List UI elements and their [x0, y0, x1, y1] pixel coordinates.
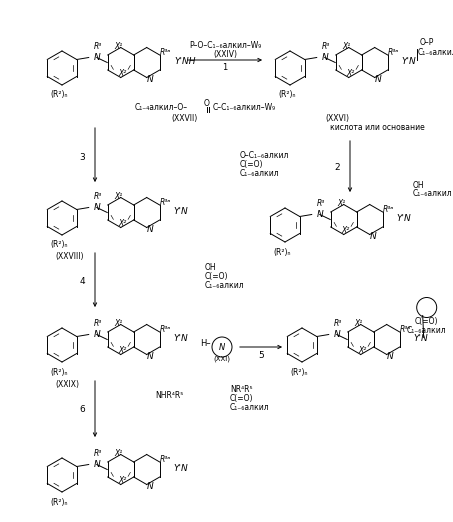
Text: 2: 2	[334, 162, 340, 172]
Text: (R²)ₙ: (R²)ₙ	[290, 367, 308, 376]
Text: Y'N: Y'N	[173, 334, 188, 343]
Text: Y'N: Y'N	[414, 334, 429, 343]
Text: N: N	[334, 330, 341, 339]
Text: N: N	[386, 352, 393, 361]
Text: R³: R³	[322, 42, 330, 51]
Text: R³ᵃ: R³ᵃ	[160, 325, 171, 334]
Text: C₁₋₆алкил: C₁₋₆алкил	[240, 169, 280, 177]
Text: C₁₋₆алкил: C₁₋₆алкил	[418, 48, 453, 57]
Text: 4: 4	[79, 278, 85, 287]
Text: (XXVI): (XXVI)	[325, 113, 349, 123]
Text: N: N	[369, 232, 376, 241]
Text: O–C₁₋₆алкил: O–C₁₋₆алкил	[240, 150, 289, 160]
Text: X²: X²	[119, 346, 127, 355]
Text: N: N	[146, 352, 153, 361]
Text: (XXIX): (XXIX)	[55, 379, 79, 388]
Text: (R²)ₙ: (R²)ₙ	[273, 247, 291, 256]
Text: NR⁴R⁵: NR⁴R⁵	[230, 386, 253, 395]
Text: X¹: X¹	[337, 199, 346, 208]
Text: (R²)ₙ: (R²)ₙ	[50, 367, 68, 376]
Text: X²: X²	[119, 69, 127, 78]
Text: 5: 5	[258, 350, 264, 360]
Text: R³: R³	[94, 192, 102, 201]
Text: N: N	[94, 460, 101, 469]
Text: X¹: X¹	[115, 449, 123, 458]
Text: C₁₋₆алкил: C₁₋₆алкил	[413, 189, 453, 198]
Text: X¹: X¹	[115, 42, 123, 51]
Text: R³ᵃ: R³ᵃ	[160, 48, 171, 57]
Text: H–: H–	[200, 339, 211, 349]
Text: C₁₋₆алкил: C₁₋₆алкил	[205, 281, 245, 291]
Text: X²: X²	[119, 476, 127, 485]
Text: N: N	[94, 53, 101, 62]
Text: 6: 6	[79, 406, 85, 414]
Text: C₁₋₆алкил: C₁₋₆алкил	[407, 326, 447, 335]
Text: C(=O): C(=O)	[240, 160, 264, 169]
Text: N: N	[374, 75, 381, 84]
Text: X²: X²	[359, 346, 367, 355]
Text: (R²)ₙ: (R²)ₙ	[50, 241, 68, 250]
Text: (XXI): (XXI)	[213, 356, 231, 362]
Text: C(=O): C(=O)	[230, 395, 254, 404]
Text: N: N	[94, 330, 101, 339]
Text: (XXIV): (XXIV)	[213, 51, 237, 60]
Text: R³: R³	[334, 319, 342, 328]
Text: OH: OH	[205, 264, 217, 272]
Text: Y'N: Y'N	[173, 464, 188, 473]
Text: 3: 3	[79, 152, 85, 161]
Text: Y'N: Y'N	[402, 57, 416, 66]
Text: R³ᵃ: R³ᵃ	[160, 455, 171, 464]
Text: R³: R³	[317, 199, 325, 208]
Text: N: N	[317, 210, 323, 219]
Text: R³ᵃ: R³ᵃ	[388, 48, 399, 57]
Text: N: N	[94, 203, 101, 212]
Text: N: N	[146, 225, 153, 234]
Text: N: N	[146, 75, 153, 84]
Text: C–C₁₋₆алкил–W₉: C–C₁₋₆алкил–W₉	[213, 103, 276, 113]
Text: Y'N: Y'N	[173, 207, 188, 216]
Text: (R²)ₙ: (R²)ₙ	[50, 90, 68, 100]
Text: (R²)ₙ: (R²)ₙ	[50, 497, 68, 506]
Text: X¹: X¹	[115, 192, 123, 201]
Text: R³: R³	[94, 449, 102, 458]
Text: X²: X²	[119, 219, 127, 228]
Text: Y'N: Y'N	[397, 214, 411, 223]
Text: кислота или основание: кислота или основание	[330, 124, 425, 133]
Text: R³ᵃ: R³ᵃ	[383, 205, 394, 214]
Text: (R²)ₙ: (R²)ₙ	[278, 90, 296, 100]
Text: N: N	[219, 342, 225, 351]
Text: C(=O): C(=O)	[415, 317, 439, 326]
Text: N: N	[322, 53, 328, 62]
Text: C₁₋₄алкил–O–: C₁₋₄алкил–O–	[135, 103, 188, 113]
Text: (XXVII): (XXVII)	[172, 113, 198, 123]
Text: R³: R³	[94, 319, 102, 328]
Text: X¹: X¹	[115, 319, 123, 328]
Text: P–O–C₁₋₆алкил–W₉: P–O–C₁₋₆алкил–W₉	[189, 42, 261, 51]
Text: O–P: O–P	[419, 38, 434, 47]
Text: 1: 1	[222, 64, 227, 73]
Text: X¹: X¹	[355, 319, 363, 328]
Text: R³ᵃ: R³ᵃ	[160, 198, 171, 207]
Text: (XXVIII): (XXVIII)	[55, 253, 83, 262]
Text: C₁₋₆алкил: C₁₋₆алкил	[230, 404, 270, 412]
Text: X²: X²	[342, 226, 350, 235]
Text: X¹: X¹	[342, 42, 351, 51]
Text: R³ᵃ: R³ᵃ	[400, 325, 411, 334]
Text: O: O	[204, 99, 210, 108]
Text: NHR⁴R⁵: NHR⁴R⁵	[155, 390, 183, 399]
Text: N: N	[146, 482, 153, 491]
Text: OH: OH	[413, 181, 424, 189]
Text: Y'NH: Y'NH	[175, 57, 196, 66]
Text: R³: R³	[94, 42, 102, 51]
Text: C(=O): C(=O)	[205, 272, 228, 281]
Text: X²: X²	[347, 69, 355, 78]
